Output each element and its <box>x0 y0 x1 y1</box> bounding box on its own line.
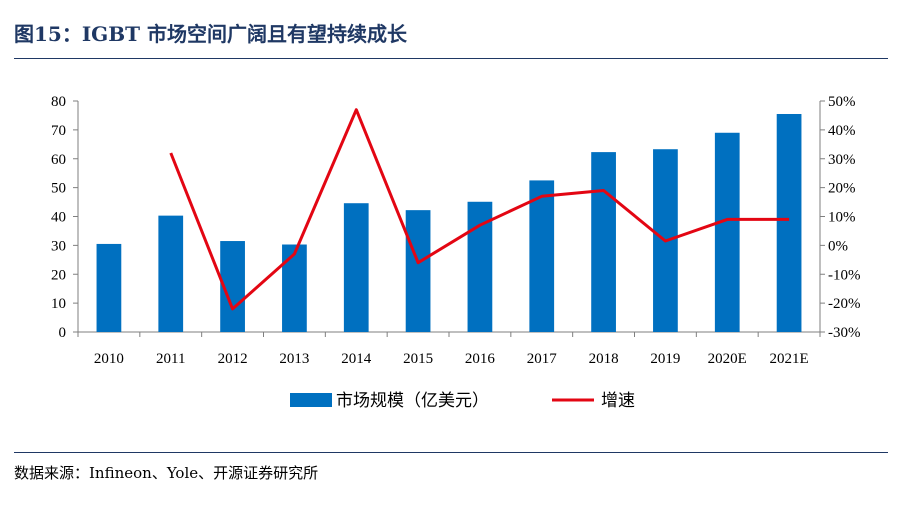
legend-swatch-bar <box>290 393 332 407</box>
x-tick-label: 2013 <box>279 351 309 367</box>
y-left-tick-label: 10 <box>51 296 66 312</box>
source-note: 数据来源：Infineon、Yole、开源证券研究所 <box>14 464 319 482</box>
y-left-tick-label: 50 <box>51 181 66 197</box>
legend-label-bar: 市场规模（亿美元） <box>336 391 489 411</box>
y-right-tick-label: -30% <box>828 325 861 341</box>
x-tick-label: 2020E <box>708 351 747 367</box>
source-rule <box>14 452 888 453</box>
x-tick-label: 2019 <box>650 351 680 367</box>
bar <box>529 180 555 332</box>
x-tick-label: 2014 <box>341 351 372 367</box>
y-right-tick-label: 40% <box>828 123 856 139</box>
x-tick-label: 2017 <box>527 351 558 367</box>
bar <box>158 215 184 332</box>
legend-label-line: 增速 <box>601 391 635 411</box>
bar <box>714 132 740 332</box>
bar <box>282 244 307 332</box>
y-right-tick-label: 50% <box>828 94 856 110</box>
x-tick-label: 2010 <box>94 351 124 367</box>
y-left-tick-label: 70 <box>51 123 66 139</box>
bar <box>776 113 802 333</box>
bar <box>467 201 493 332</box>
y-left-tick-label: 20 <box>51 267 66 283</box>
y-left-tick-label: 0 <box>59 325 67 341</box>
bar <box>591 152 616 332</box>
y-left-tick-label: 30 <box>51 238 66 254</box>
figure-title: 图15：IGBT 市场空间广阔且有望持续成长 <box>14 22 408 46</box>
y-left-tick-label: 60 <box>51 152 66 168</box>
y-right-tick-label: -10% <box>828 267 861 283</box>
title-rule <box>14 58 888 59</box>
y-left-tick-label: 40 <box>51 210 66 226</box>
bar <box>343 203 369 332</box>
x-tick-label: 2018 <box>589 351 619 367</box>
y-right-tick-label: 10% <box>828 210 856 226</box>
y-right-tick-label: 20% <box>828 181 856 197</box>
x-tick-label: 2016 <box>465 351 496 367</box>
x-tick-label: 2015 <box>403 351 433 367</box>
x-tick-label: 2021E <box>769 351 808 367</box>
growth-line <box>169 108 790 311</box>
x-tick-label: 2012 <box>218 351 248 367</box>
y-right-tick-label: -20% <box>828 296 861 312</box>
y-left-tick-label: 80 <box>51 94 66 110</box>
chart: 0 10 20 30 40 50 60 70 80 -30% -20% -10% 0% 10% 20% 30%… <box>51 94 861 411</box>
y-right-tick-label: 30% <box>828 152 856 168</box>
bar <box>96 243 122 332</box>
x-tick-label: 2011 <box>156 351 185 367</box>
bar <box>405 210 431 332</box>
y-right-tick-label: 0% <box>828 238 848 254</box>
